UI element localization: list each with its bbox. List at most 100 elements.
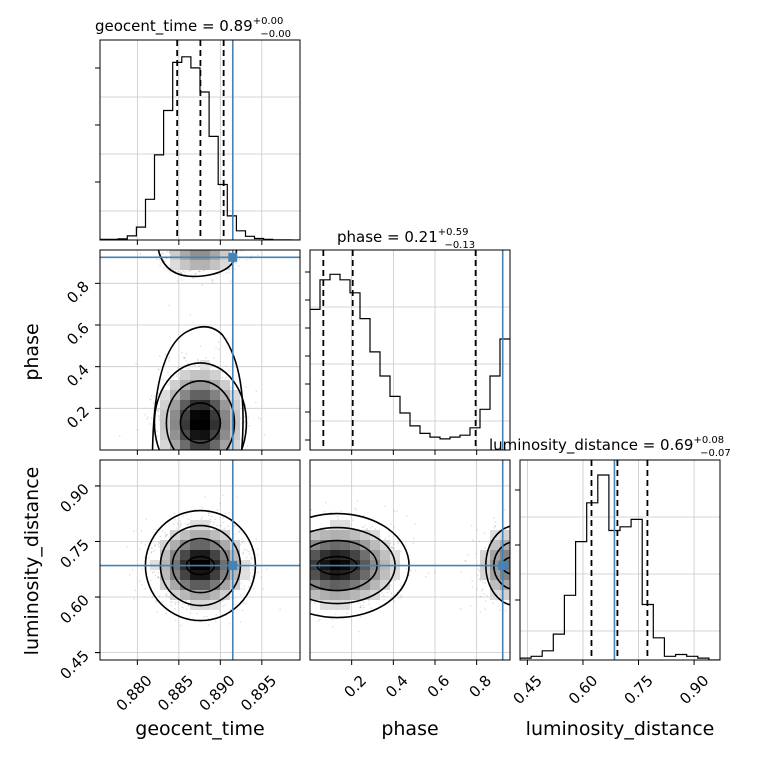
sample-point [241, 538, 243, 540]
sample-point [133, 598, 135, 600]
sample-point [370, 607, 372, 609]
sample-point [162, 252, 164, 254]
density-cell [160, 390, 170, 400]
sample-point [208, 248, 209, 249]
sample-point [192, 245, 193, 246]
sample-point [255, 538, 257, 540]
density-cell [220, 440, 230, 450]
sample-point [141, 583, 143, 586]
sample-point [202, 457, 203, 458]
sample-point [188, 528, 191, 530]
sample-point [160, 241, 161, 242]
sample-point [307, 525, 308, 526]
sample-point [308, 599, 309, 600]
sample-point [194, 487, 195, 488]
sample-point [206, 465, 207, 466]
sample-point [298, 604, 299, 605]
sample-point [238, 265, 240, 267]
sample-point [306, 524, 307, 525]
sample-point [306, 591, 307, 592]
sample-point [194, 246, 195, 247]
sample-point [163, 468, 164, 469]
sample-point [168, 357, 170, 359]
sample-point [198, 365, 200, 367]
sample-point [268, 557, 269, 558]
sample-point [302, 574, 303, 575]
sample-point [154, 574, 157, 577]
sample-point [290, 584, 291, 585]
sample-point [529, 592, 530, 593]
sample-point [302, 582, 303, 583]
sample-point [278, 530, 279, 531]
sample-point [310, 601, 312, 603]
sample-point [290, 579, 291, 580]
sample-point [388, 535, 390, 537]
sample-point [182, 464, 183, 465]
sample-point [182, 515, 184, 517]
sample-point [165, 536, 167, 538]
sample-point [362, 605, 364, 607]
sample-point [287, 556, 288, 557]
sample-point [190, 234, 191, 235]
sample-point [276, 551, 277, 552]
density-cell [220, 540, 230, 550]
sample-point [303, 559, 304, 560]
sample-point [158, 595, 161, 597]
density-cell [220, 380, 230, 390]
sample-point [234, 241, 235, 242]
density-cell [180, 370, 190, 380]
sample-point [289, 603, 290, 604]
sample-point [301, 571, 302, 572]
density-cell [210, 600, 220, 610]
sample-point [152, 596, 154, 599]
density-cell [190, 550, 200, 560]
sample-point [301, 554, 302, 555]
sample-point [212, 529, 214, 531]
sample-point [274, 583, 275, 584]
sample-point [298, 585, 299, 586]
sample-point [293, 551, 294, 552]
sample-point [252, 575, 254, 577]
sample-point [203, 232, 204, 233]
sample-point [152, 454, 153, 455]
sample-point [140, 542, 143, 544]
sample-point [276, 593, 277, 594]
sample-point [390, 546, 393, 548]
sample-point [228, 463, 229, 464]
sample-point [158, 258, 160, 261]
sample-point [178, 373, 180, 375]
sample-point [212, 279, 214, 281]
sample-point [210, 461, 211, 462]
sample-point [163, 267, 165, 269]
sample-point [180, 624, 182, 627]
sample-point [140, 530, 143, 532]
sample-point [156, 435, 159, 437]
sample-point [225, 245, 226, 246]
sample-point [190, 612, 192, 614]
sample-point [251, 247, 252, 248]
sample-point [153, 402, 155, 404]
sample-point [187, 242, 188, 243]
sample-point [194, 508, 196, 511]
sample-point [306, 591, 307, 592]
sample-point [177, 248, 178, 249]
sample-point [223, 472, 224, 473]
sample-point [208, 453, 209, 454]
sample-point [306, 552, 307, 553]
sample-point [150, 417, 153, 419]
sample-point [230, 386, 232, 388]
sample-point [284, 579, 285, 580]
sample-point [228, 244, 229, 245]
y-tick-label-luminosity-distance: 0.90 [56, 480, 92, 516]
sample-point [216, 241, 217, 242]
truth-marker [228, 252, 238, 262]
sample-point [380, 592, 383, 594]
sample-point [180, 465, 181, 466]
sample-point [304, 598, 305, 599]
sample-point [300, 597, 301, 598]
sample-point [206, 461, 207, 462]
sample-point [199, 451, 200, 452]
sample-point [285, 558, 286, 559]
sample-point [154, 544, 156, 546]
sample-point [180, 606, 183, 608]
